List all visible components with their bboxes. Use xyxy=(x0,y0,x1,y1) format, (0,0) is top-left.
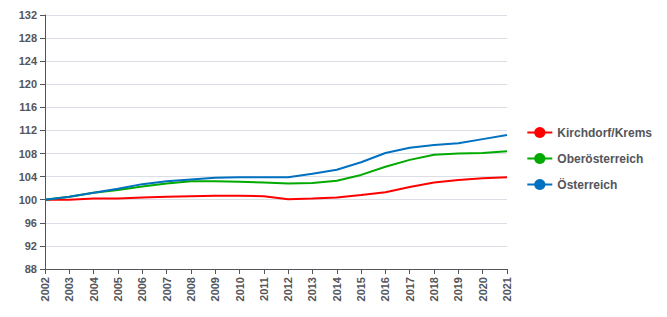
svg-text:2012: 2012 xyxy=(282,277,294,301)
svg-text:104: 104 xyxy=(19,171,38,183)
svg-text:Oberösterreich: Oberösterreich xyxy=(557,152,643,166)
svg-text:2018: 2018 xyxy=(428,277,440,301)
svg-text:2015: 2015 xyxy=(355,277,367,301)
svg-text:116: 116 xyxy=(19,101,37,113)
svg-text:2008: 2008 xyxy=(185,277,197,301)
svg-text:2016: 2016 xyxy=(379,277,391,301)
svg-text:2007: 2007 xyxy=(161,277,173,301)
svg-text:2003: 2003 xyxy=(63,277,75,301)
svg-text:2017: 2017 xyxy=(404,277,416,301)
svg-text:2013: 2013 xyxy=(306,277,318,301)
svg-text:2006: 2006 xyxy=(136,277,148,301)
svg-text:124: 124 xyxy=(19,55,38,67)
svg-text:100: 100 xyxy=(19,194,37,206)
svg-text:2021: 2021 xyxy=(501,277,513,301)
svg-text:128: 128 xyxy=(19,32,37,44)
svg-text:2014: 2014 xyxy=(331,276,343,301)
svg-text:2009: 2009 xyxy=(209,277,221,301)
svg-text:2004: 2004 xyxy=(88,276,100,301)
svg-text:96: 96 xyxy=(25,217,37,229)
svg-text:88: 88 xyxy=(25,263,37,275)
svg-text:Österreich: Österreich xyxy=(557,177,617,192)
svg-text:2020: 2020 xyxy=(477,277,489,301)
svg-text:120: 120 xyxy=(19,78,37,90)
svg-text:2019: 2019 xyxy=(452,277,464,301)
svg-text:92: 92 xyxy=(25,240,37,252)
svg-text:2005: 2005 xyxy=(112,277,124,301)
svg-text:Kirchdorf/Krems: Kirchdorf/Krems xyxy=(557,126,652,140)
svg-text:2010: 2010 xyxy=(234,277,246,301)
svg-text:108: 108 xyxy=(19,148,37,160)
svg-text:2011: 2011 xyxy=(258,277,270,301)
svg-text:2002: 2002 xyxy=(39,277,51,301)
svg-text:112: 112 xyxy=(19,124,37,136)
svg-text:132: 132 xyxy=(19,9,37,21)
